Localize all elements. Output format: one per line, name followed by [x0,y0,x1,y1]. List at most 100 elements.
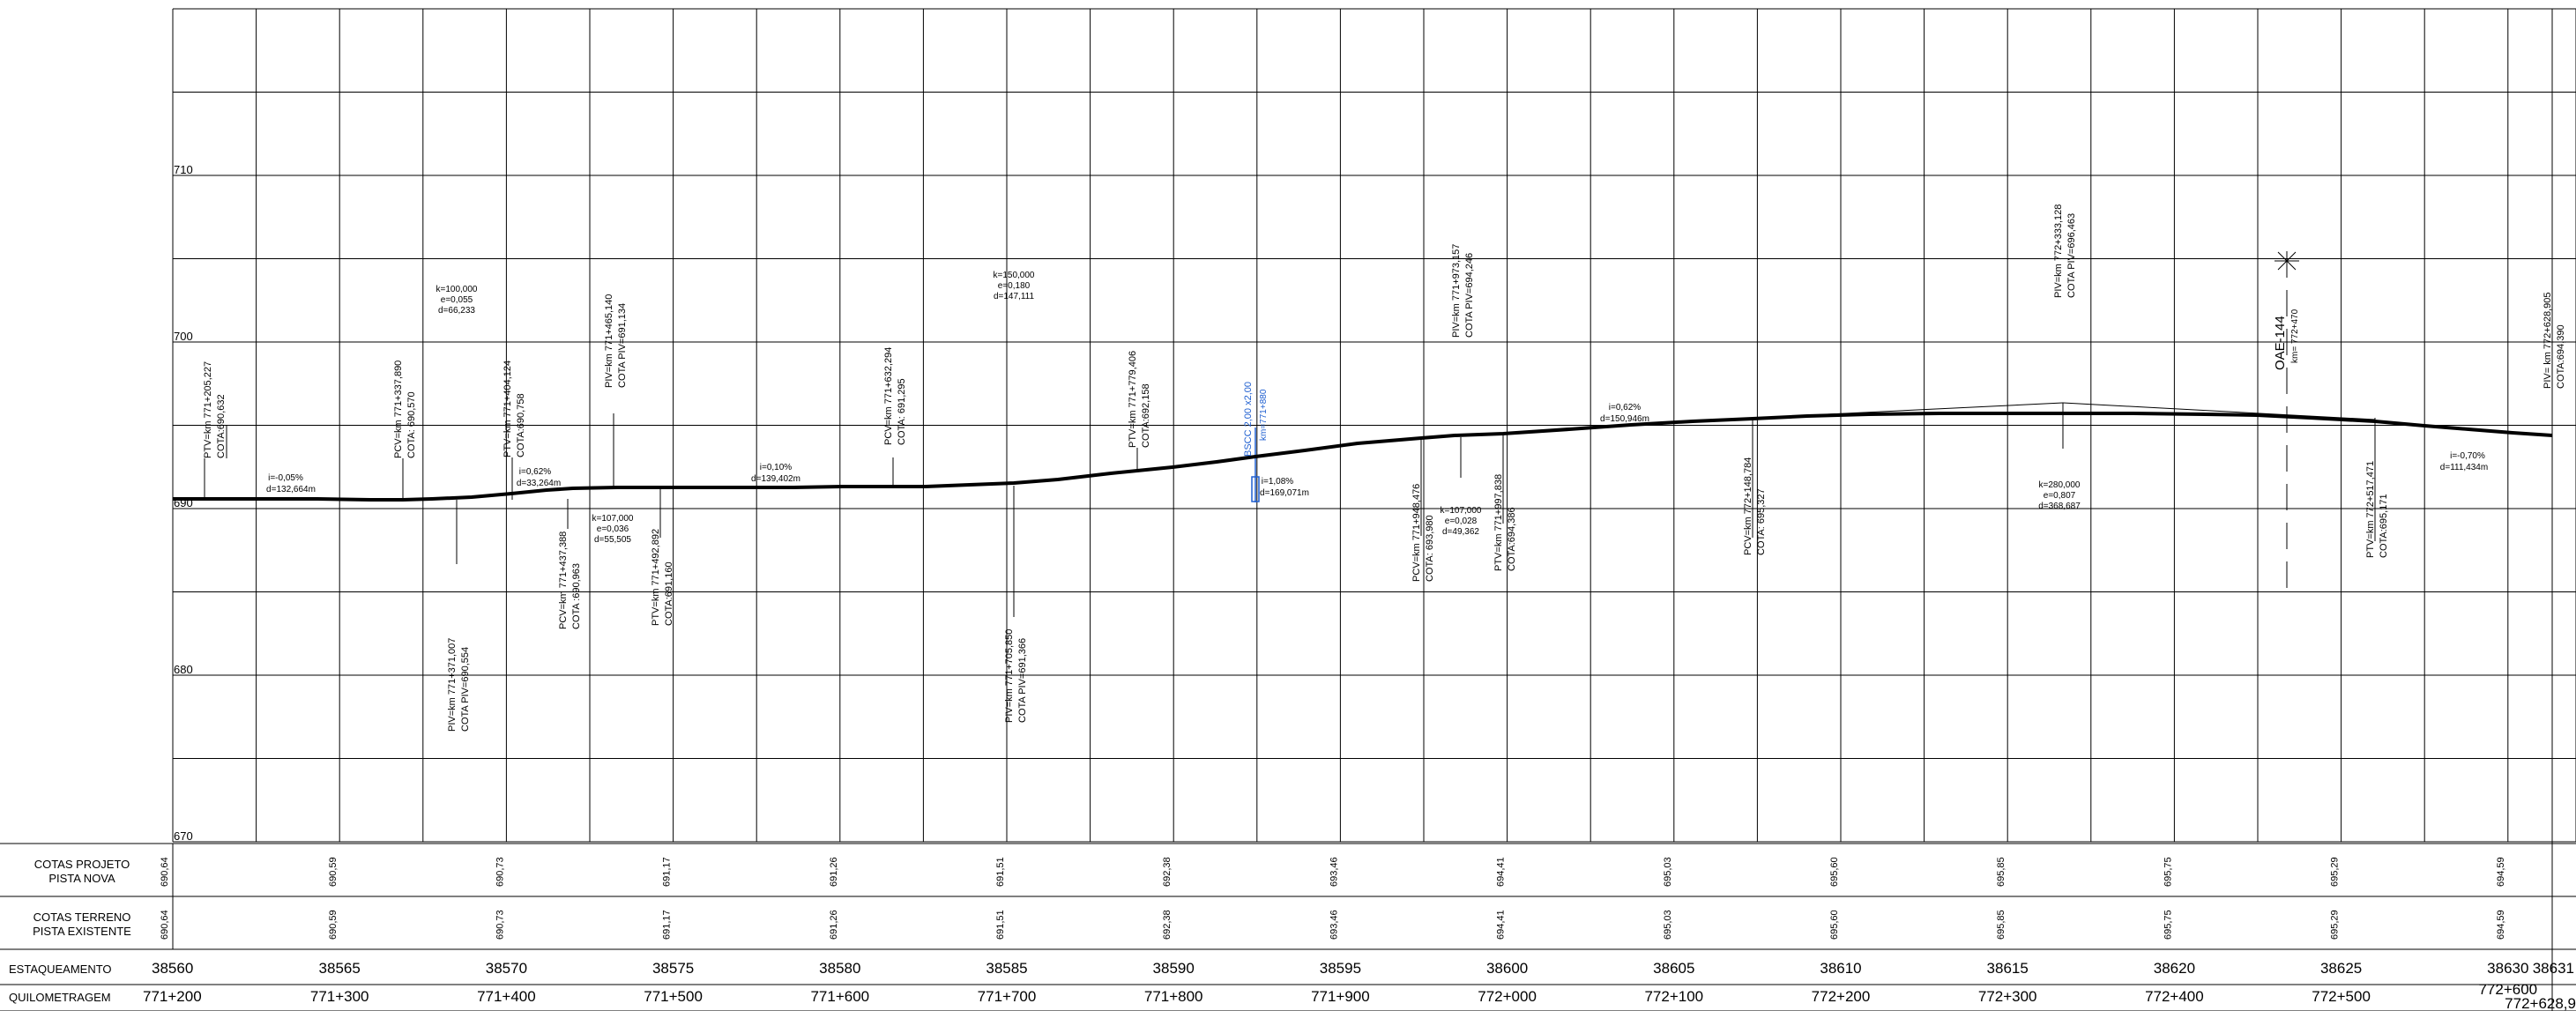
curve-100-k: k=100,000 [436,285,478,294]
curve-150-d: d=147,111 [994,292,1035,301]
cota-terreno-value: 690,59 [328,910,339,940]
km-value: 772+600 [2478,981,2537,998]
pcv-771-632-label: PCV=km 771+632,294 [883,347,894,445]
estaca-value: 38595 [1320,960,1361,977]
km-final-value: 772+628,9 [2505,995,2576,1011]
piv-771-705-label: PIV=km 771+705,850 [1004,629,1015,723]
ptv-771-492-label: PTV=km 771+492,892 [651,529,661,626]
pcv-771-948-cota: COTA: 693,980 [1425,515,1435,582]
cota-projeto-value: 695,75 [2163,857,2173,887]
ptv-771-404-label: PTV=km 771+404,124 [503,361,513,457]
ptv-771-997-label: PTV=km 771+997,838 [1493,474,1504,571]
km-value: 772+200 [1812,988,1871,1005]
cota-projeto-value: 691,17 [662,857,673,887]
estaca-value: 38625 [2320,960,2362,977]
pcv-771-337-cota: COTA: 690,570 [406,391,417,458]
cota-terreno-value: 691,51 [995,910,1006,940]
km-value: 772+400 [2145,988,2204,1005]
km-value: 771+700 [978,988,1037,1005]
oae-km: km= 772+470 [2290,309,2300,363]
curve-100-d: d=66,233 [438,306,475,316]
ptv-771-404-cota: COTA:690,758 [516,393,526,457]
curve-107a-k: k=107,000 [592,514,634,524]
estaca-value: 38605 [1653,960,1694,977]
ptv-771-997-cota: COTA:694,386 [1507,507,1517,571]
row-label-estaqueamento: ESTAQUEAMENTO [9,963,112,976]
curve-107b-k: k=107,000 [1441,506,1482,516]
bscc-km: km=771+880 [1259,389,1269,441]
piv-771-973-cota: COTA PIV=694,246 [1464,253,1475,338]
ptv-771-205-cota: COTA:690,632 [216,394,227,458]
ptv-771-779-cota: COTA:692,158 [1141,383,1151,448]
table-values: 690,64 690,59 690,73 691,17 691,26 691,51 692,… [143,857,2576,1011]
grade-6-d: d=111,434m [2440,463,2488,472]
grade-4-d: d=169,071m [1260,488,1309,498]
piv-771-465-cota: COTA PIV=691,134 [617,303,628,388]
curve-107a-d: d=55,505 [594,535,631,545]
grade-3-i: i=0,10% [760,463,793,472]
km-value: 771+800 [1144,988,1203,1005]
estaca-value: 38585 [986,960,1027,977]
km-value: 771+300 [310,988,369,1005]
km-value: 771+400 [477,988,536,1005]
curve-280-k: k=280,000 [2039,480,2081,490]
piv-771-465-label: PIV=km 771+465,140 [604,294,614,388]
curve-100-e: e=0,055 [441,295,473,305]
cota-terreno-value: 690,64 [160,910,170,940]
cota-projeto-value: 695,29 [2330,857,2341,887]
pcv-771-437-label: PCV=km 771+437,388 [558,532,569,629]
cota-projeto-value: 695,60 [1829,857,1840,887]
cota-terreno-value: 695,03 [1663,910,1673,940]
grade-6-i: i=-0,70% [2450,451,2485,461]
cota-terreno-value: 695,60 [1829,910,1840,940]
row-label-cotas-projeto-1: COTAS PROJETO [34,858,130,871]
data-table-grid [0,843,2576,1011]
curve-107b-d: d=49,362 [1442,527,1479,537]
km-value: 771+900 [1311,988,1370,1005]
estaca-value: 38580 [819,960,860,977]
grade-1-d: d=132,664m [266,485,316,494]
annotation-leaders [204,251,2553,617]
cota-projeto-value: 693,46 [1329,857,1339,887]
oae-label: OAE-144 [2273,316,2288,370]
cota-projeto-value: 690,59 [328,857,339,887]
bscc-culvert [1251,427,1260,502]
cota-projeto-value: 690,64 [160,857,170,887]
curve-107a-e: e=0,036 [597,524,629,534]
cota-projeto-value: 694,59 [2496,857,2506,887]
cota-terreno-value: 694,59 [2496,910,2506,940]
bscc-label: BSCC 2,00 x2,00 [1243,382,1254,457]
cota-projeto-value: 690,73 [495,857,505,887]
km-value: 772+000 [1478,988,1537,1005]
pcv-771-337-label: PCV=km 771+337,890 [393,361,404,458]
pcv-771-948-label: PCV=km 771+948,476 [1411,484,1422,582]
curve-280-d: d=368,687 [2038,502,2081,511]
cota-terreno-value: 690,73 [495,910,505,940]
curve-150-k: k=150,000 [994,271,1035,280]
pcv-772-148-label: PCV=km 772+148,784 [1743,457,1753,555]
cota-terreno-value: 694,41 [1496,910,1507,940]
km-value: 772+500 [2312,988,2371,1005]
estaca-value: 38570 [486,960,527,977]
estaca-value: 38630 [2487,960,2528,977]
estaca-value: 38590 [1153,960,1195,977]
ptv-771-779-label: PTV=km 771+779,406 [1128,351,1138,448]
row-label-cotas-terreno-1: COTAS TERRENO [34,911,131,924]
piv-772-333-label: PIV=km 772+333,128 [2053,204,2064,298]
elevation-label: 680 [174,663,193,676]
estaca-value: 38560 [152,960,193,977]
piv-772-628-cota: COTA:694,390 [2556,324,2566,389]
km-value: 771+500 [644,988,703,1005]
profile-grid [172,8,2576,1011]
cota-terreno-value: 695,75 [2163,910,2173,940]
pcv-771-437-cota: COTA :690,963 [571,563,582,629]
cota-projeto-value: 691,26 [829,857,839,887]
grade-2-i: i=0,62% [519,467,552,477]
grade-line [173,412,2553,502]
cota-projeto-value: 694,41 [1496,857,1507,887]
cota-projeto-value: 695,03 [1663,857,1673,887]
estaca-value: 38620 [2154,960,2195,977]
estaca-value: 38610 [1820,960,1861,977]
piv-772-628-label: PIV= km 772+628,905 [2542,293,2553,389]
